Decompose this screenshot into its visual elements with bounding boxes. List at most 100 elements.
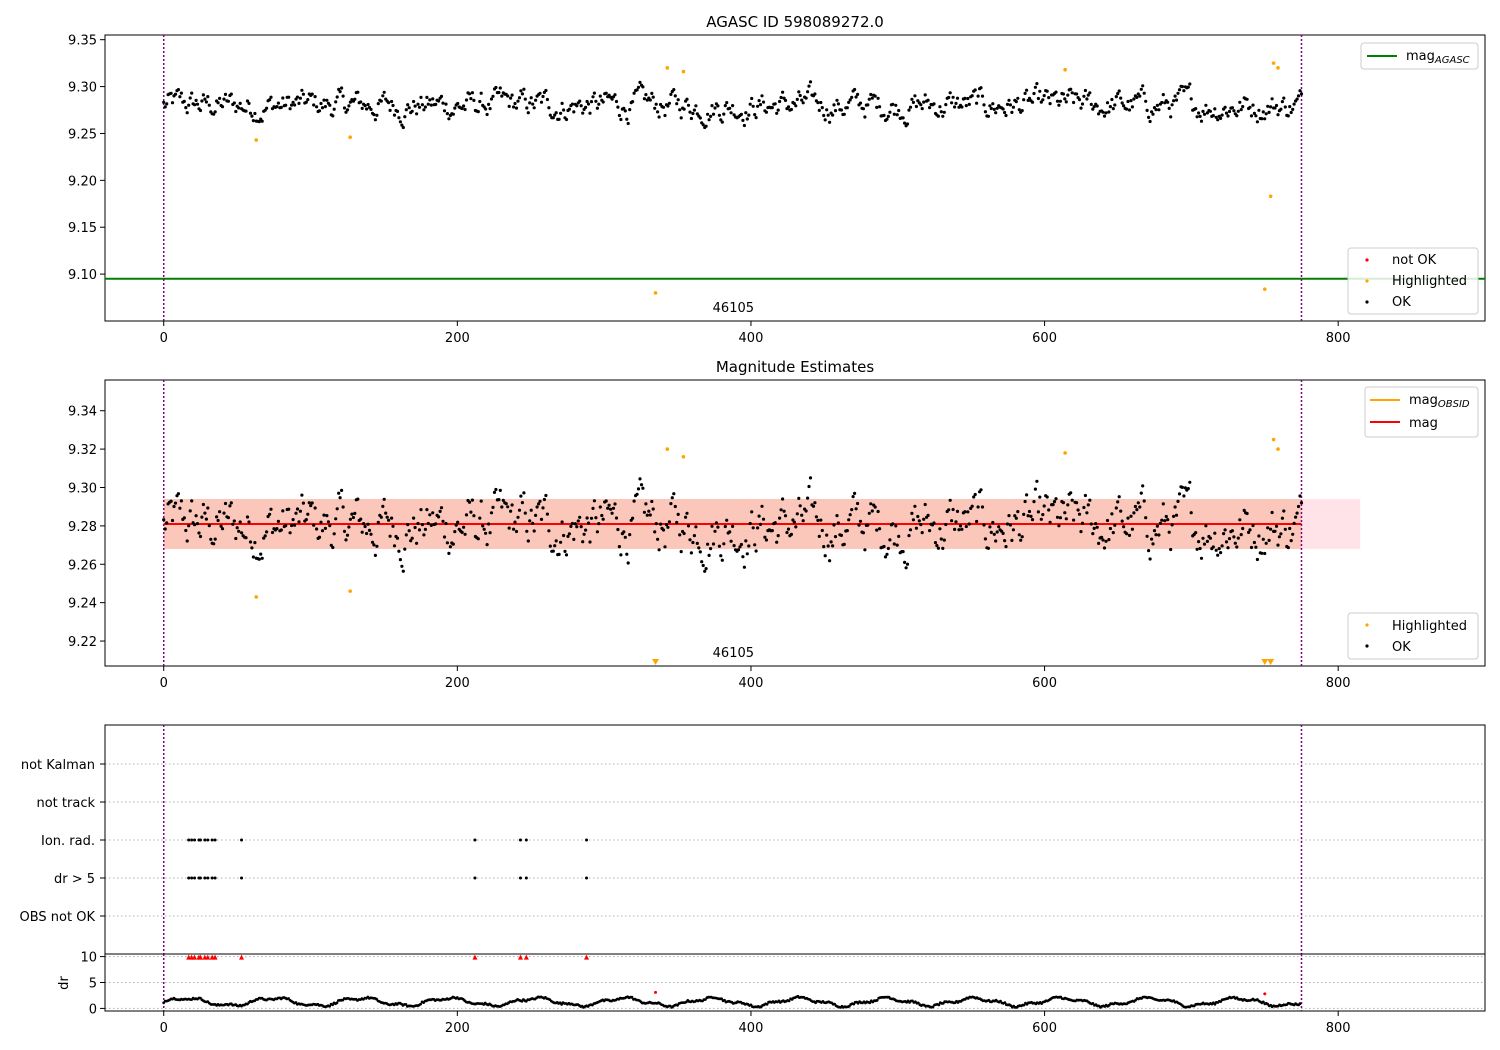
ok-point [560,101,564,105]
ok-point [548,544,552,548]
ok-point [835,514,839,518]
ok-point [964,104,968,108]
ok-point [688,538,692,542]
y-tick-label: 9.15 [68,221,97,236]
ok-point [1204,103,1208,107]
ok-point [1288,105,1292,109]
ok-point [162,100,166,104]
ok-point [1083,88,1087,93]
flag-point [193,876,197,880]
ok-point [776,534,780,538]
ok-point [179,91,183,95]
ok-point [172,504,176,509]
ok-point [639,483,644,487]
ok-point [578,515,582,519]
ok-point [491,94,495,98]
ok-point [1180,485,1184,489]
ok-point [950,101,954,105]
ok-point [170,101,175,105]
legend-mag-agasc[interactable]: magAGASC [1360,42,1479,70]
ok-point [1235,114,1239,118]
ok-point [842,112,846,116]
ok-point [758,522,763,527]
ok-point [914,526,919,530]
dr-point [937,1003,941,1007]
dr-point [328,1004,331,1008]
ok-point [938,105,942,109]
ok-point [888,110,892,114]
ok-point [763,535,767,539]
ok-point [412,99,416,104]
ok-point [948,91,952,95]
ok-point [975,101,979,105]
clipped-high-marker [517,954,523,960]
ok-point [1239,108,1243,112]
ok-point [1230,529,1234,533]
ok-point [553,113,557,117]
ok-point [720,120,724,124]
ok-point [498,488,502,492]
ok-point [1236,109,1240,113]
ok-point [484,531,488,535]
y-tick-label: 9.30 [68,81,97,96]
ok-point [1005,102,1010,106]
ok-point [520,92,525,96]
ok-point [1014,100,1018,104]
ok-point [1129,514,1133,518]
legend-points[interactable]: not OK Highlighted OK [1347,247,1479,315]
ok-point [932,102,936,106]
ok-point [895,543,899,547]
ok-point [686,524,691,528]
ok-point [794,104,798,108]
ok-point [1032,91,1036,96]
x-tick-label: 200 [445,676,470,691]
ok-point [385,515,389,519]
ok-point [548,113,552,117]
ok-point [684,515,688,519]
ok-point [1147,115,1151,119]
ok-point [894,103,898,107]
legend-points[interactable]: Highlighted OK [1347,612,1479,660]
ok-point [873,505,877,509]
ok-point [513,520,517,524]
ok-point [420,103,424,107]
ok-point [939,537,943,541]
ok-point [1277,535,1281,539]
ok-point [873,94,877,98]
ok-point [219,524,223,528]
ok-point [1064,100,1068,104]
ok-point [1017,108,1021,112]
dr-gridlines [105,956,1485,1009]
ok-point [923,502,927,507]
ok-point [635,492,639,496]
ok-point [315,527,319,531]
ok-point [955,509,960,513]
ok-point [1127,108,1132,112]
clipped-high-marker [584,954,590,960]
ok-point [1011,528,1016,532]
ok-point [747,113,751,117]
ok-point [1125,107,1129,111]
ok-point [614,516,619,520]
ok-point [866,523,870,527]
ok-point [467,500,472,504]
ok-point [579,104,583,108]
ok-point [1054,90,1058,94]
ok-point [441,519,445,523]
ok-point [564,553,569,557]
ok-point [528,519,532,523]
clipped-high-marker [472,954,478,960]
ok-point [187,103,191,107]
ok-point [1135,508,1139,512]
ok-point [203,97,207,101]
ok-point [1139,87,1143,91]
ok-point [704,124,708,128]
ok-point [1202,542,1207,546]
ok-point [562,533,566,538]
ok-point [820,106,824,110]
flag-point [524,876,528,880]
ok-point [973,88,977,92]
ok-point [1063,511,1067,515]
legend-mag-lines[interactable]: magOBSID mag [1364,386,1479,438]
legend-swatch-ok [1365,644,1369,648]
